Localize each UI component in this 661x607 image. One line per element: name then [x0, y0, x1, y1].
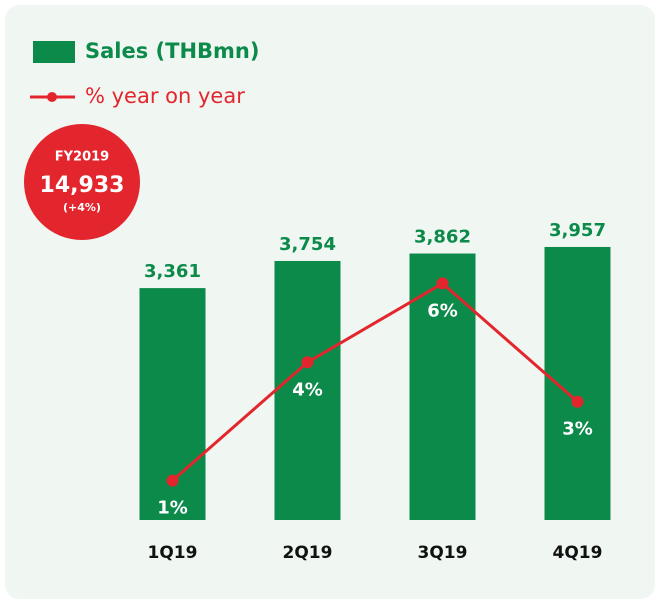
- badge: [24, 124, 140, 240]
- bar: [409, 253, 476, 520]
- line-value-label: 4%: [292, 379, 323, 400]
- line-point: [571, 395, 584, 408]
- x-tick-label: 2Q19: [283, 543, 333, 563]
- line: [171, 281, 579, 482]
- badge-label: FY2019: [55, 150, 109, 165]
- x-tick-label: 4Q19: [553, 543, 603, 563]
- bar-value-label: 3,862: [414, 227, 471, 248]
- line-value-label: 1%: [157, 498, 188, 519]
- bar: [544, 246, 611, 521]
- x-tick-label: 3Q19: [418, 543, 468, 563]
- line-point: [436, 277, 449, 290]
- bar: [274, 260, 341, 520]
- legend-swatch: [33, 41, 75, 63]
- line-value-label: 3%: [562, 419, 593, 440]
- legend-label: % year on year: [85, 84, 245, 108]
- line-point: [301, 356, 314, 369]
- line-value-label: 6%: [427, 300, 458, 321]
- legend-label: Sales (THBmn): [85, 39, 259, 63]
- bar-value-label: 3,754: [279, 234, 336, 255]
- legend-dot: [47, 92, 57, 102]
- bar-value-label: 3,957: [549, 220, 606, 241]
- badge-change: (+4%): [63, 201, 101, 214]
- x-tick-label: 1Q19: [148, 543, 198, 563]
- line-point: [166, 474, 179, 487]
- badge-value: 14,933: [40, 173, 125, 198]
- bar-value-label: 3,361: [144, 261, 201, 282]
